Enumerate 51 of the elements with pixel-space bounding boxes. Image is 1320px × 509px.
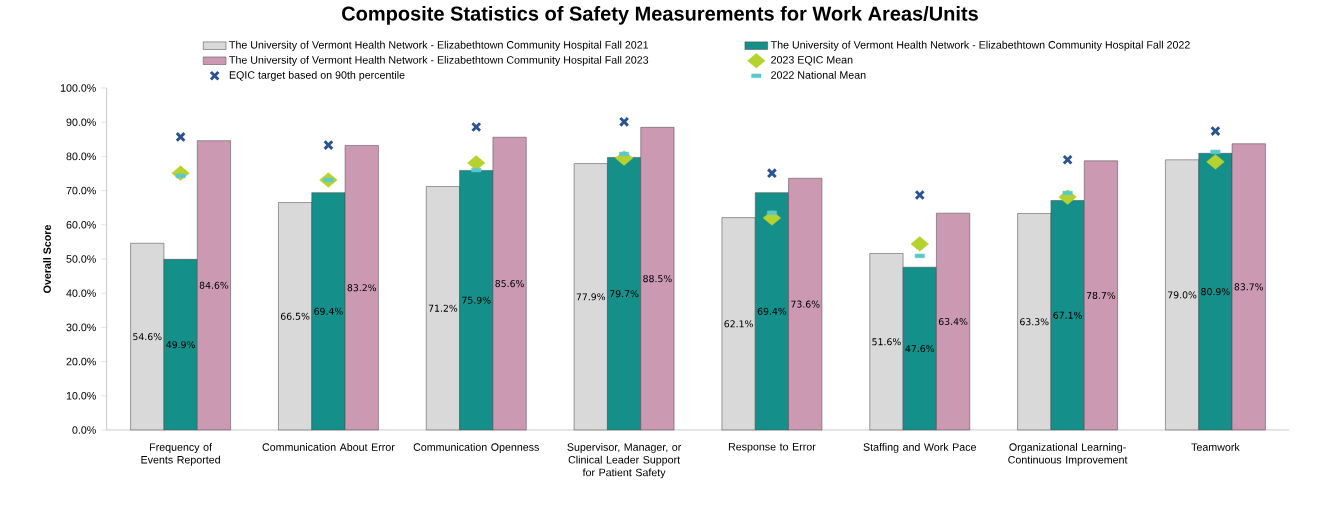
x-tick-label: Communication About Error <box>262 443 395 451</box>
x-tick-label: Supervisor, Manager, or Clinical Leader Support for Patient Safety <box>567 443 682 479</box>
y-tick-label: 70.0% <box>66 186 96 195</box>
chart-title: Composite Statistics of Safety Measurements for Work Areas/Units <box>342 6 978 25</box>
data-label: 47.6% <box>905 345 935 353</box>
data-label: 77.9% <box>576 293 606 301</box>
data-label: 85.6% <box>495 280 524 288</box>
legend-label: The University of Vermont Health Network - Elizabethtown Community Hospital Fall 2021 <box>229 40 649 51</box>
data-label: 49.9% <box>166 341 195 349</box>
y-tick-label: 90.0% <box>66 118 96 126</box>
y-tick-label: 20.0% <box>66 357 96 366</box>
data-label: 54.6% <box>133 333 162 341</box>
x-tick-label: Organizational Learning-Continuous Improvement <box>1008 443 1128 466</box>
data-label: 66.5% <box>280 312 310 320</box>
data-label: 63.3% <box>1020 318 1049 326</box>
data-label: 69.4% <box>314 307 343 315</box>
legend-label: 2023 EQIC Mean <box>771 56 853 66</box>
legend-label: EQIC target based on 90th percentile <box>229 70 405 81</box>
data-label: 83.2% <box>347 284 377 292</box>
x-tick-label: Response to Error <box>728 443 816 453</box>
y-tick-label: 80.0% <box>66 152 96 161</box>
x-tick-label: Communication Openness <box>413 443 539 453</box>
y-tick-label: 50.0% <box>66 255 96 263</box>
data-label: 73.6% <box>791 300 820 308</box>
data-label: 75.9% <box>462 296 491 304</box>
data-label: 63.4% <box>938 318 968 326</box>
y-tick-label: 0.0% <box>72 426 96 434</box>
y-tick-label: 100.0% <box>60 84 96 92</box>
data-label: 62.1% <box>724 320 753 328</box>
legend-label: The University of Vermont Health Network - Elizabethtown Community Hospital Fall 2022 <box>770 40 1190 51</box>
data-label: 69.4% <box>757 307 787 315</box>
x-tick-label: Frequency of Events Reported <box>141 443 220 466</box>
x-tick-label: Teamwork <box>1191 443 1240 451</box>
data-label: 83.7% <box>1234 283 1264 291</box>
y-tick-label: 40.0% <box>66 289 96 297</box>
data-label: 88.5% <box>643 275 672 283</box>
data-label: 67.1% <box>1053 311 1082 319</box>
y-tick-label: 30.0% <box>66 323 96 332</box>
legend-label: The University of Vermont Health Network - Elizabethtown Community Hospital Fall 2023 <box>229 55 649 66</box>
data-label: 79.7% <box>610 290 639 298</box>
y-tick-label: 10.0% <box>66 392 96 400</box>
data-label: 80.9% <box>1201 288 1230 296</box>
y-tick-label: 60.0% <box>66 221 96 229</box>
data-label: 71.2% <box>428 304 458 312</box>
data-label: 78.7% <box>1086 291 1116 299</box>
data-label: 51.6% <box>872 338 901 346</box>
legend-label: 2022 National Mean <box>771 70 866 79</box>
data-label: 79.0% <box>1168 291 1197 299</box>
y-axis-title: Overall Score <box>43 224 51 293</box>
x-tick-label: Staffing and Work Pace <box>863 443 976 453</box>
data-label: 84.6% <box>199 281 229 289</box>
